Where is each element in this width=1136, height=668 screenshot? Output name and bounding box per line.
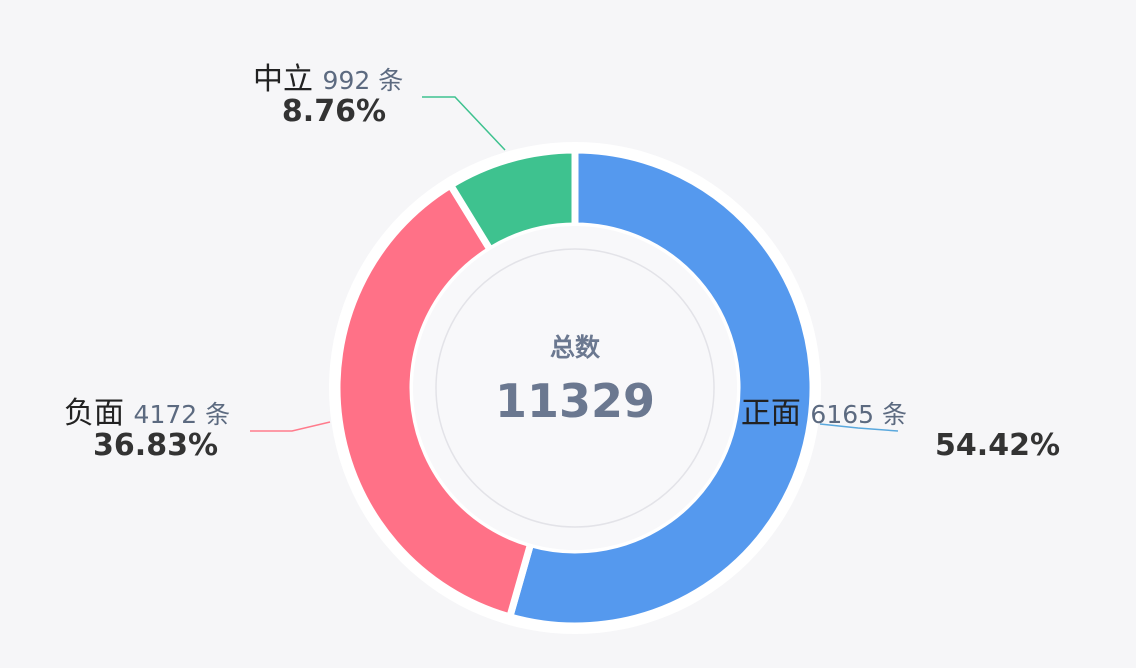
leader-line-neutral xyxy=(422,96,506,151)
center-total-value: 11329 xyxy=(495,374,655,428)
slice-count-positive: 6165 条 xyxy=(810,400,907,429)
slice-name-positive: 正面 xyxy=(741,396,811,431)
slice-percent-negative: 36.83% xyxy=(93,428,218,463)
slice-name-neutral: 中立 xyxy=(253,62,323,97)
slice-count-negative: 4172 条 xyxy=(134,400,231,429)
leader-line-positive xyxy=(819,423,899,432)
label-leader-lines xyxy=(250,96,899,432)
center-title: 总数 xyxy=(550,333,601,362)
donut-center: 总数 11329 xyxy=(413,226,737,550)
slice-label-negative: 负面 4172 条 xyxy=(64,396,230,431)
slice-percent-neutral: 8.76% xyxy=(282,94,386,129)
slice-percent-positive: 54.42% xyxy=(935,428,1060,463)
slice-label-positive: 正面 6165 条 xyxy=(741,396,907,431)
center-ring xyxy=(435,248,715,528)
center-disc xyxy=(413,226,737,550)
slice-labels: 正面 6165 条 54.42% 负面 4172 条36.83% 中立 992 条8.… xyxy=(64,62,1060,463)
slice-label-neutral: 中立 992 条 xyxy=(253,62,403,97)
slice-count-neutral: 992 条 xyxy=(323,66,404,95)
leader-line-negative xyxy=(250,421,331,432)
slice-name-negative: 负面 xyxy=(64,396,134,431)
